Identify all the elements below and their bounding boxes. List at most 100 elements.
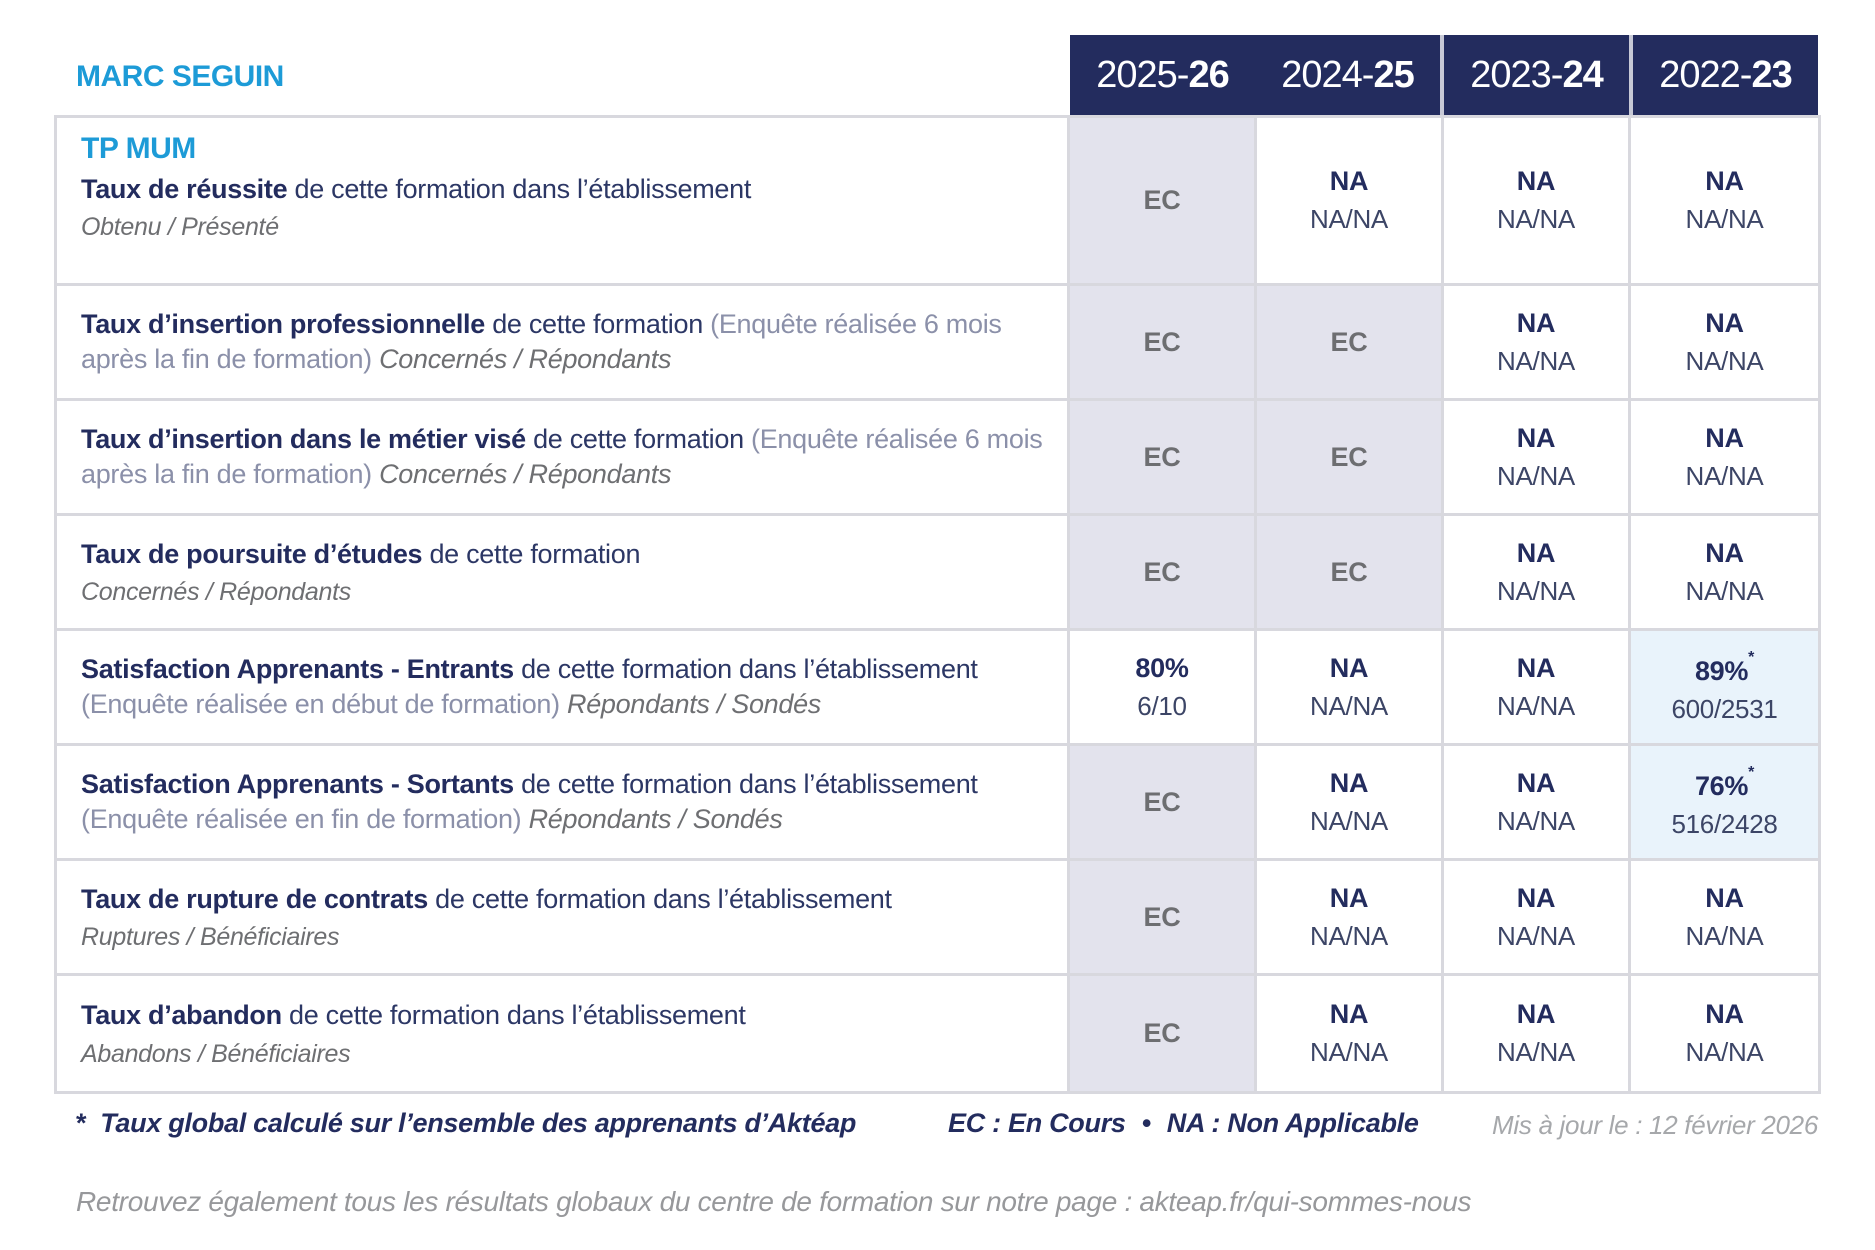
year-prefix: 2024- xyxy=(1281,53,1374,96)
row-label-paren: (Enquête réalisée en fin de formation) xyxy=(81,804,522,834)
global-results-note: Retrouvez également tous les résultats g… xyxy=(76,1186,1472,1217)
value-cell: NA NA/NA xyxy=(1444,118,1631,286)
status-na-value: NA xyxy=(1517,999,1556,1030)
percentage-value: 89%* xyxy=(1695,649,1754,687)
status-na-value: NA xyxy=(1517,538,1556,569)
value-cell: NA NA/NA xyxy=(1444,631,1631,746)
year-suffix: 25 xyxy=(1373,53,1414,96)
row-label: Satisfaction Apprenants - Sortants de ce… xyxy=(81,767,1051,837)
year-suffix: 24 xyxy=(1562,53,1603,96)
value-detail-ratio: NA/NA xyxy=(1310,805,1388,836)
row-label: Taux de poursuite d’études de cette form… xyxy=(81,537,1051,572)
row-label-bold: Satisfaction Apprenants - Entrants xyxy=(81,653,514,684)
value-cell: EC xyxy=(1257,516,1444,631)
legend-na: NA : Non Applicable xyxy=(1166,1108,1419,1138)
year-suffix: 26 xyxy=(1188,53,1229,96)
row-label-cell: TP MUM Taux de réussite de cette formatio… xyxy=(57,118,1070,286)
abbreviation-legend: EC : En Cours • NA : Non Applicable xyxy=(948,1108,1419,1139)
row-label-cell: Taux d’insertion dans le métier visé de … xyxy=(57,401,1070,516)
row-label-paren: (Enquête réalisée en début de formation) xyxy=(81,689,560,719)
value-cell: NA NA/NA xyxy=(1631,976,1818,1091)
status-na-value: NA xyxy=(1705,537,1744,569)
value-detail-ratio: NA/NA xyxy=(1685,460,1764,491)
value-detail-ratio: NA/NA xyxy=(1685,345,1764,376)
value-detail-ratio: 600/2531 xyxy=(1671,694,1778,724)
row-label: Taux de réussite de cette formation dans… xyxy=(81,172,1051,207)
value-main-text: NA xyxy=(1705,537,1744,568)
value-main-text: NA xyxy=(1705,882,1744,913)
value-detail-ratio: NA/NA xyxy=(1497,345,1575,376)
row-label-bold: Taux de poursuite d’études xyxy=(81,538,423,569)
value-cell: 76%* 516/2428 xyxy=(1631,746,1818,861)
row-label-bold: Taux de réussite xyxy=(81,174,288,204)
value-cell: EC xyxy=(1070,746,1257,861)
value-cell: NA NA/NA xyxy=(1257,746,1444,861)
row-label: Taux de rupture de contrats de cette for… xyxy=(81,882,1051,917)
value-main-text: EC xyxy=(1143,901,1181,932)
footnote-text: Taux global calculé sur l’ensemble des a… xyxy=(100,1108,857,1138)
row-label-normal: de cette formation dans l’établissement xyxy=(294,174,752,204)
value-cell: EC xyxy=(1070,401,1257,516)
status-ec-value: EC xyxy=(1144,442,1181,473)
year-prefix: 2025- xyxy=(1096,53,1189,96)
value-main-text: 89% xyxy=(1694,656,1749,686)
bullet-separator: • xyxy=(1141,1108,1151,1138)
value-detail-ratio: NA/NA xyxy=(1497,460,1575,491)
row-label-normal: de cette formation dans l’établissement xyxy=(521,653,978,684)
last-updated-date: Mis à jour le : 12 février 2026 xyxy=(1492,1110,1818,1140)
status-na-value: NA xyxy=(1705,166,1744,197)
row-label-normal: de cette formation xyxy=(533,423,744,454)
status-na-value: NA xyxy=(1705,882,1744,914)
row-label-paren: (Enquête réalisée 6 mois après la fin de… xyxy=(81,423,1043,489)
school-name: MARC SEGUIN xyxy=(76,60,284,93)
value-main-text: 76% xyxy=(1694,771,1749,801)
year-suffix: 23 xyxy=(1751,53,1792,96)
row-label-ratio: Répondants / Sondés xyxy=(567,689,822,719)
row-label-cell: Taux d’abandon de cette formation dans l… xyxy=(57,976,1070,1091)
status-na-value: NA xyxy=(1329,652,1369,684)
value-cell: EC xyxy=(1070,976,1257,1091)
value-detail-ratio: NA/NA xyxy=(1685,204,1764,234)
value-cell: 89%* 600/2531 xyxy=(1631,631,1818,746)
value-main-text: EC xyxy=(1143,786,1181,817)
value-main-text: NA xyxy=(1516,422,1556,453)
row-label-paren: (Enquête réalisée 6 mois après la fin de… xyxy=(81,308,1002,374)
year-column-header: 2025- 26 xyxy=(1070,35,1255,115)
value-cell: EC xyxy=(1070,861,1257,976)
value-detail-ratio: NA/NA xyxy=(1497,1037,1575,1067)
row-label: Taux d’abandon de cette formation dans l… xyxy=(81,998,1051,1033)
status-na-value: NA xyxy=(1516,422,1556,454)
year-prefix: 2023- xyxy=(1470,53,1563,96)
value-cell: EC xyxy=(1070,286,1257,401)
value-main-text: EC xyxy=(1330,556,1368,587)
row-label: Taux d’insertion professionnelle de cett… xyxy=(81,307,1051,377)
value-cell: 80% 6/10 xyxy=(1070,631,1257,746)
asterisk-marker: * xyxy=(1748,649,1755,666)
status-ec-value: EC xyxy=(1144,787,1181,818)
value-detail-ratio: 516/2428 xyxy=(1671,809,1778,839)
status-ec-value: EC xyxy=(1331,327,1368,358)
value-main-text: NA xyxy=(1705,422,1744,453)
value-detail-ratio: NA/NA xyxy=(1685,920,1764,951)
row-label-normal: de cette formation dans l’établissement xyxy=(521,768,978,799)
year-column-header: 2022- 23 xyxy=(1629,35,1818,115)
results-table: TP MUM Taux de réussite de cette formatio… xyxy=(54,115,1821,1094)
value-cell: NA NA/NA xyxy=(1631,286,1818,401)
value-cell: NA NA/NA xyxy=(1444,976,1631,1091)
value-main-text: NA xyxy=(1705,307,1744,338)
asterisk-marker: * xyxy=(76,1108,87,1138)
value-main-text: NA xyxy=(1329,767,1369,798)
status-na-value: NA xyxy=(1330,883,1369,914)
value-detail-ratio: NA/NA xyxy=(1497,920,1575,951)
row-label: Satisfaction Apprenants - Entrants de ce… xyxy=(81,652,1051,722)
value-main-text: EC xyxy=(1330,326,1368,357)
value-main-text: NA xyxy=(1329,652,1369,683)
row-label-cell: Satisfaction Apprenants - Entrants de ce… xyxy=(57,631,1070,746)
status-ec-value: EC xyxy=(1144,327,1181,358)
row-label-cell: Satisfaction Apprenants - Sortants de ce… xyxy=(57,746,1070,861)
value-cell: NA NA/NA xyxy=(1257,631,1444,746)
value-main-text: EC xyxy=(1330,441,1368,472)
row-label-ratio: Concernés / Répondants xyxy=(379,459,672,489)
status-na-value: NA xyxy=(1517,883,1556,914)
year-column-header: 2024- 25 xyxy=(1255,35,1440,115)
